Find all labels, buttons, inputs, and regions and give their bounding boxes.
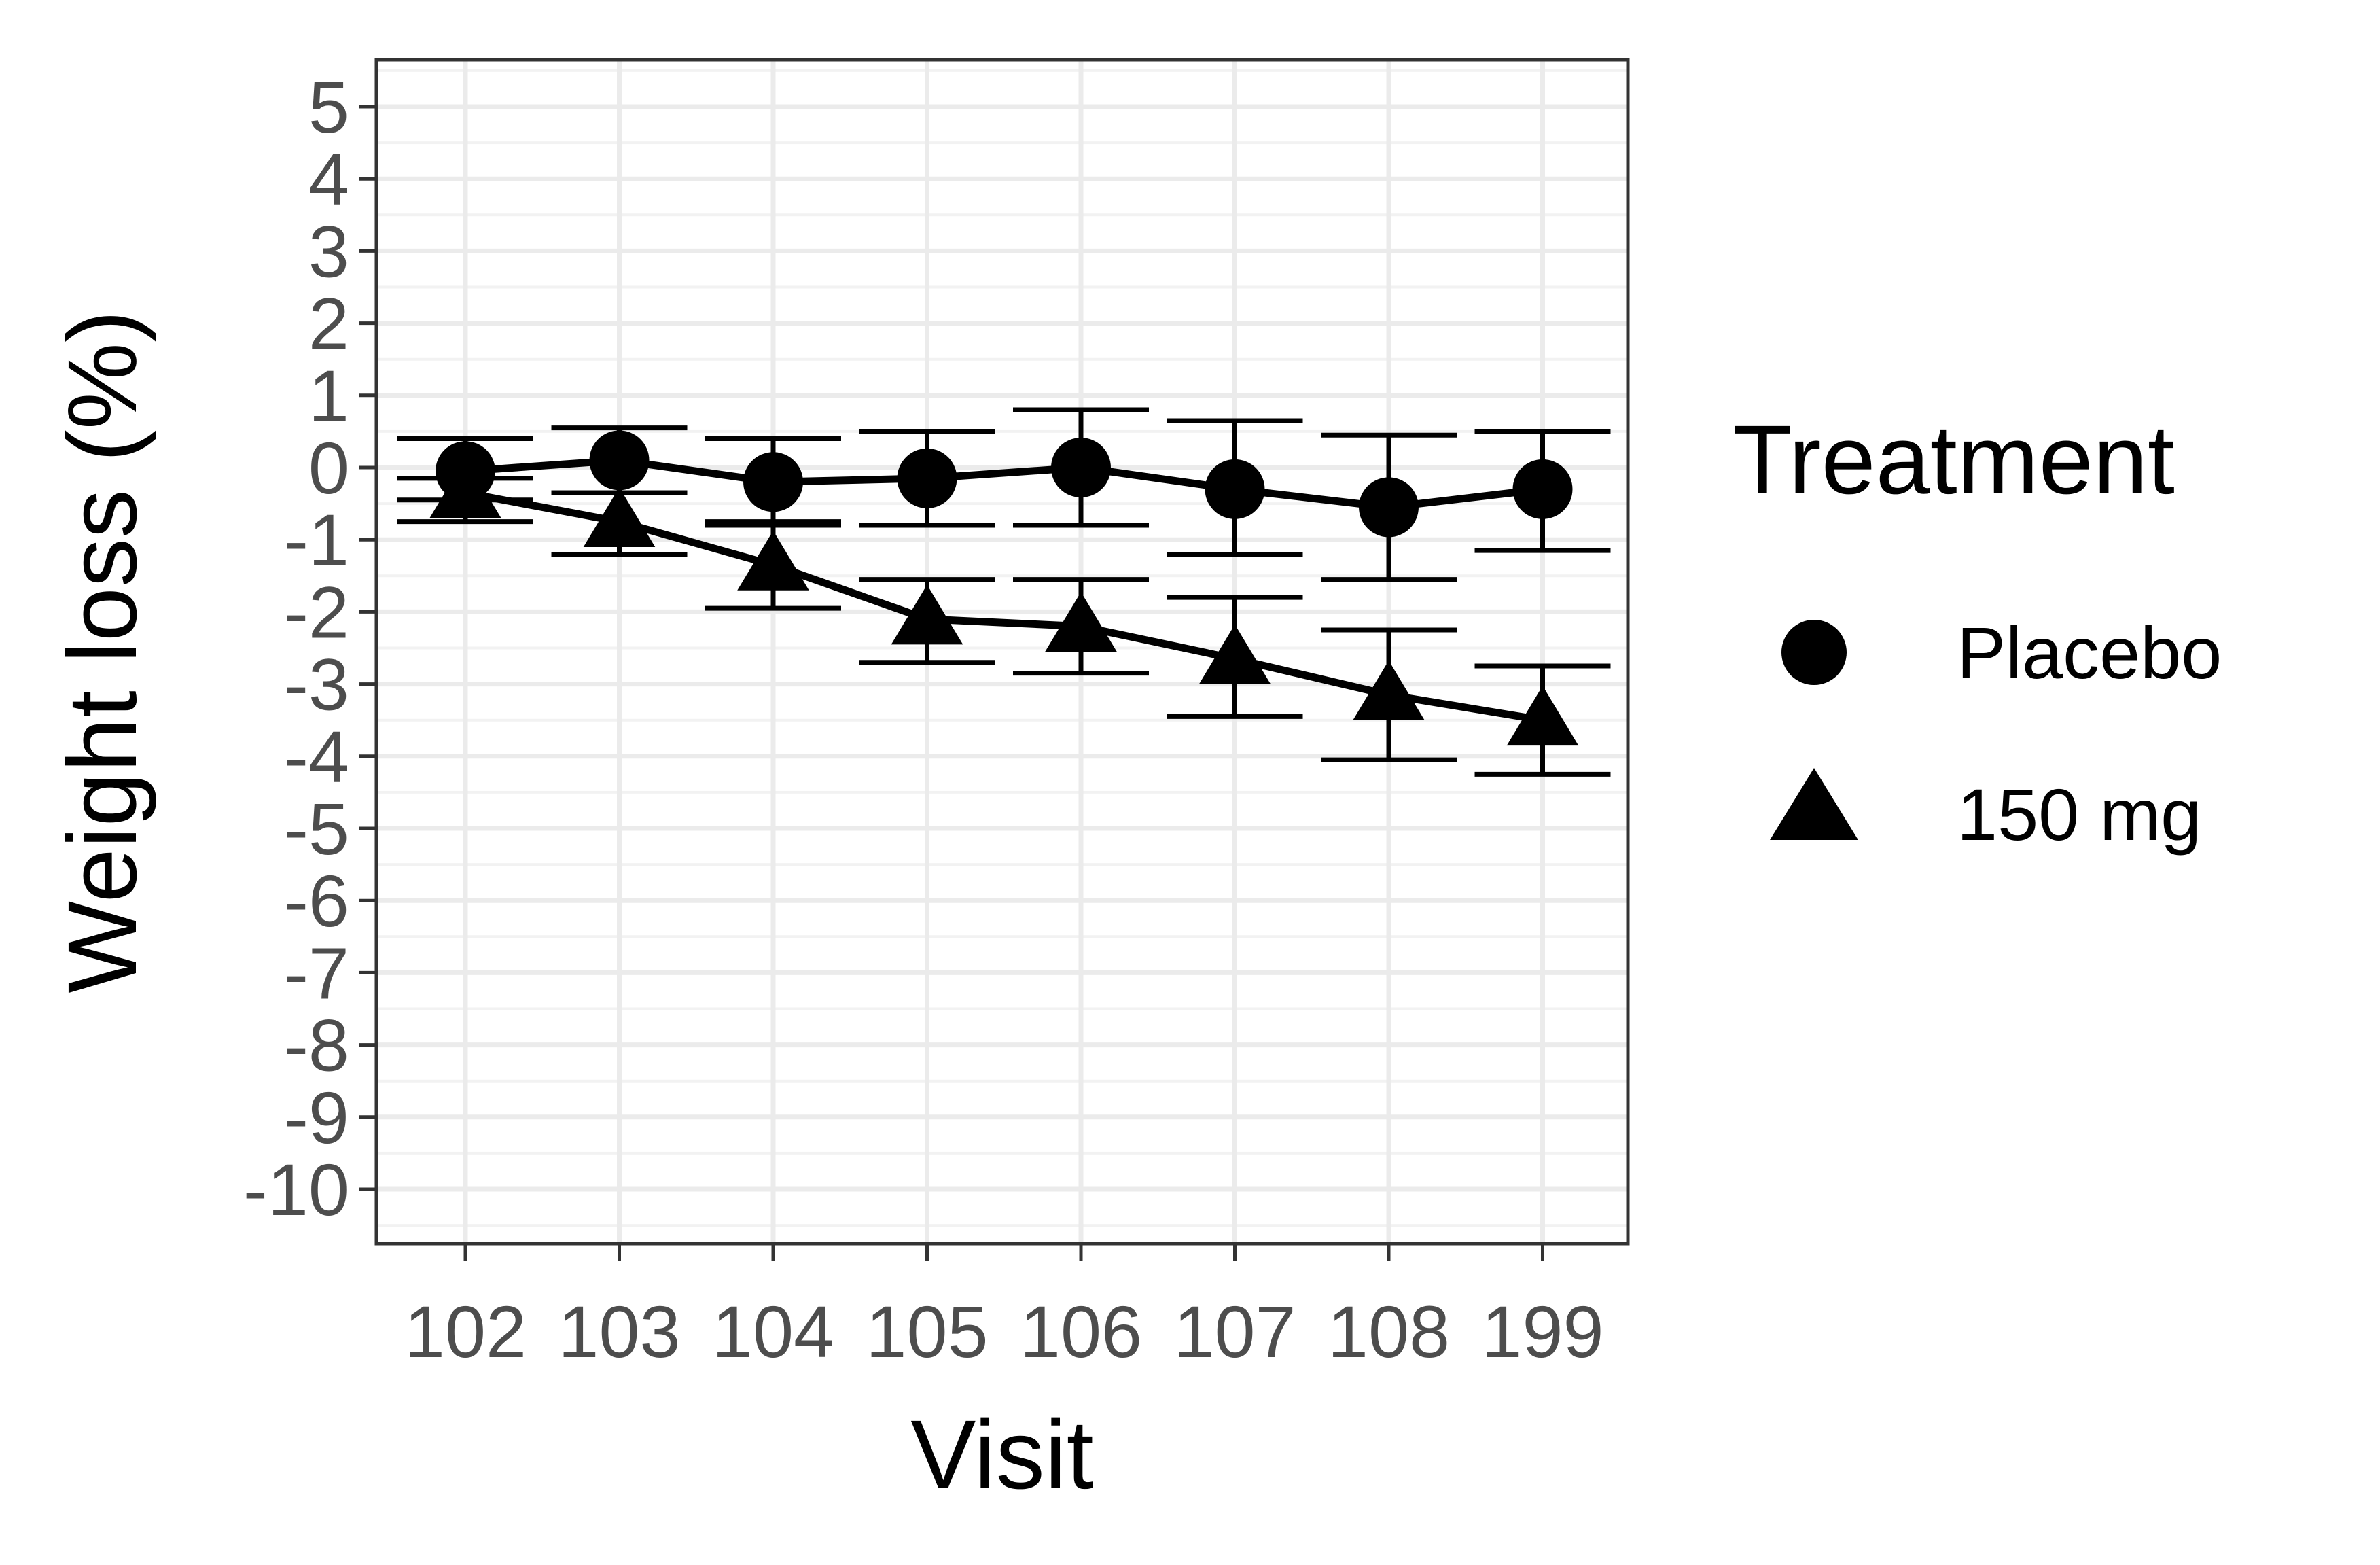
x-tick-label: 199 (1481, 1290, 1603, 1373)
plot-panel (376, 60, 1628, 1244)
legend-title: Treatment (1733, 405, 2175, 514)
y-tick-label: 4 (308, 138, 349, 220)
data-point (1051, 438, 1111, 497)
data-point (589, 430, 650, 491)
y-tick-label: -5 (284, 788, 349, 870)
y-tick-label: -10 (243, 1148, 349, 1231)
x-tick-label: 103 (558, 1290, 680, 1373)
data-point (743, 452, 803, 512)
x-tick-label: 102 (404, 1290, 527, 1373)
panel-border (374, 58, 1630, 1246)
y-tick-label: -3 (284, 644, 349, 726)
data-series (397, 407, 1611, 777)
data-point (1045, 592, 1117, 652)
x-tick-label: 105 (866, 1290, 988, 1373)
y-tick-label: 2 (308, 283, 349, 365)
data-point (891, 584, 963, 645)
y-tick-label: -1 (284, 499, 349, 581)
y-tick-label: -8 (284, 1004, 349, 1087)
panel-background (376, 60, 1628, 1244)
legend: Treatment Placebo 150 mg (1733, 405, 2222, 856)
y-tick-label: -4 (284, 716, 349, 798)
y-tick-label: 5 (308, 66, 349, 148)
y-tick-label: -6 (284, 860, 349, 942)
y-tick-label: -2 (284, 571, 349, 653)
x-tick-label: 104 (712, 1290, 834, 1373)
legend-key-150mg (1770, 768, 1858, 840)
x-axis: 102 103 104 105 106 107 108 199 (404, 1244, 1604, 1373)
data-point (429, 458, 501, 518)
y-tick-label: -9 (284, 1076, 349, 1159)
data-point (1359, 477, 1419, 538)
x-tick-label: 107 (1173, 1290, 1296, 1373)
data-point (583, 487, 656, 548)
y-tick-label: -7 (284, 932, 349, 1014)
data-point (737, 530, 809, 591)
legend-label-150mg: 150 mg (1957, 773, 2201, 856)
legend-label-placebo: Placebo (1957, 612, 2222, 694)
legend-key-placebo (1781, 620, 1847, 685)
data-point (1506, 686, 1579, 746)
y-tick-label: 1 (308, 355, 349, 437)
x-axis-title: Visit (910, 1400, 1093, 1509)
y-tick-label: 3 (308, 210, 349, 292)
data-point (897, 448, 957, 508)
y-axis-title: Weight loss (%) (48, 310, 157, 993)
x-tick-label: 106 (1020, 1290, 1142, 1373)
x-tick-label: 108 (1328, 1290, 1450, 1373)
series-150mg (397, 458, 1611, 777)
data-point (1198, 624, 1271, 684)
data-point (1205, 459, 1265, 519)
y-tick-label: 0 (308, 427, 349, 509)
data-point (1353, 660, 1425, 720)
data-point (1512, 459, 1573, 519)
gridlines (376, 60, 1628, 1244)
series-line (464, 489, 1544, 724)
